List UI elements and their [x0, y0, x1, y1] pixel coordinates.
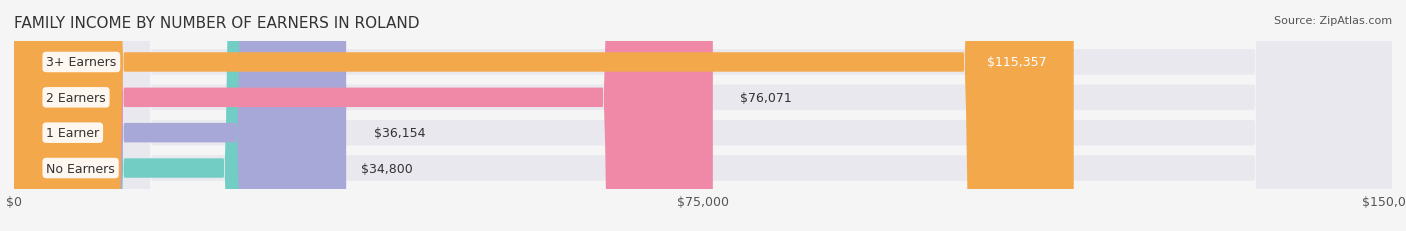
FancyBboxPatch shape: [14, 0, 333, 231]
FancyBboxPatch shape: [14, 0, 1074, 231]
Text: $76,071: $76,071: [741, 91, 792, 104]
Text: No Earners: No Earners: [46, 162, 115, 175]
Text: 2 Earners: 2 Earners: [46, 91, 105, 104]
FancyBboxPatch shape: [14, 0, 1392, 231]
Text: FAMILY INCOME BY NUMBER OF EARNERS IN ROLAND: FAMILY INCOME BY NUMBER OF EARNERS IN RO…: [14, 16, 419, 31]
Text: 1 Earner: 1 Earner: [46, 127, 100, 140]
FancyBboxPatch shape: [14, 0, 1392, 231]
Text: $34,800: $34,800: [361, 162, 413, 175]
FancyBboxPatch shape: [14, 0, 1392, 231]
Text: $36,154: $36,154: [374, 127, 425, 140]
FancyBboxPatch shape: [14, 0, 1392, 231]
FancyBboxPatch shape: [14, 0, 346, 231]
Text: 3+ Earners: 3+ Earners: [46, 56, 117, 69]
Text: $115,357: $115,357: [987, 56, 1046, 69]
FancyBboxPatch shape: [14, 0, 713, 231]
Text: Source: ZipAtlas.com: Source: ZipAtlas.com: [1274, 16, 1392, 26]
